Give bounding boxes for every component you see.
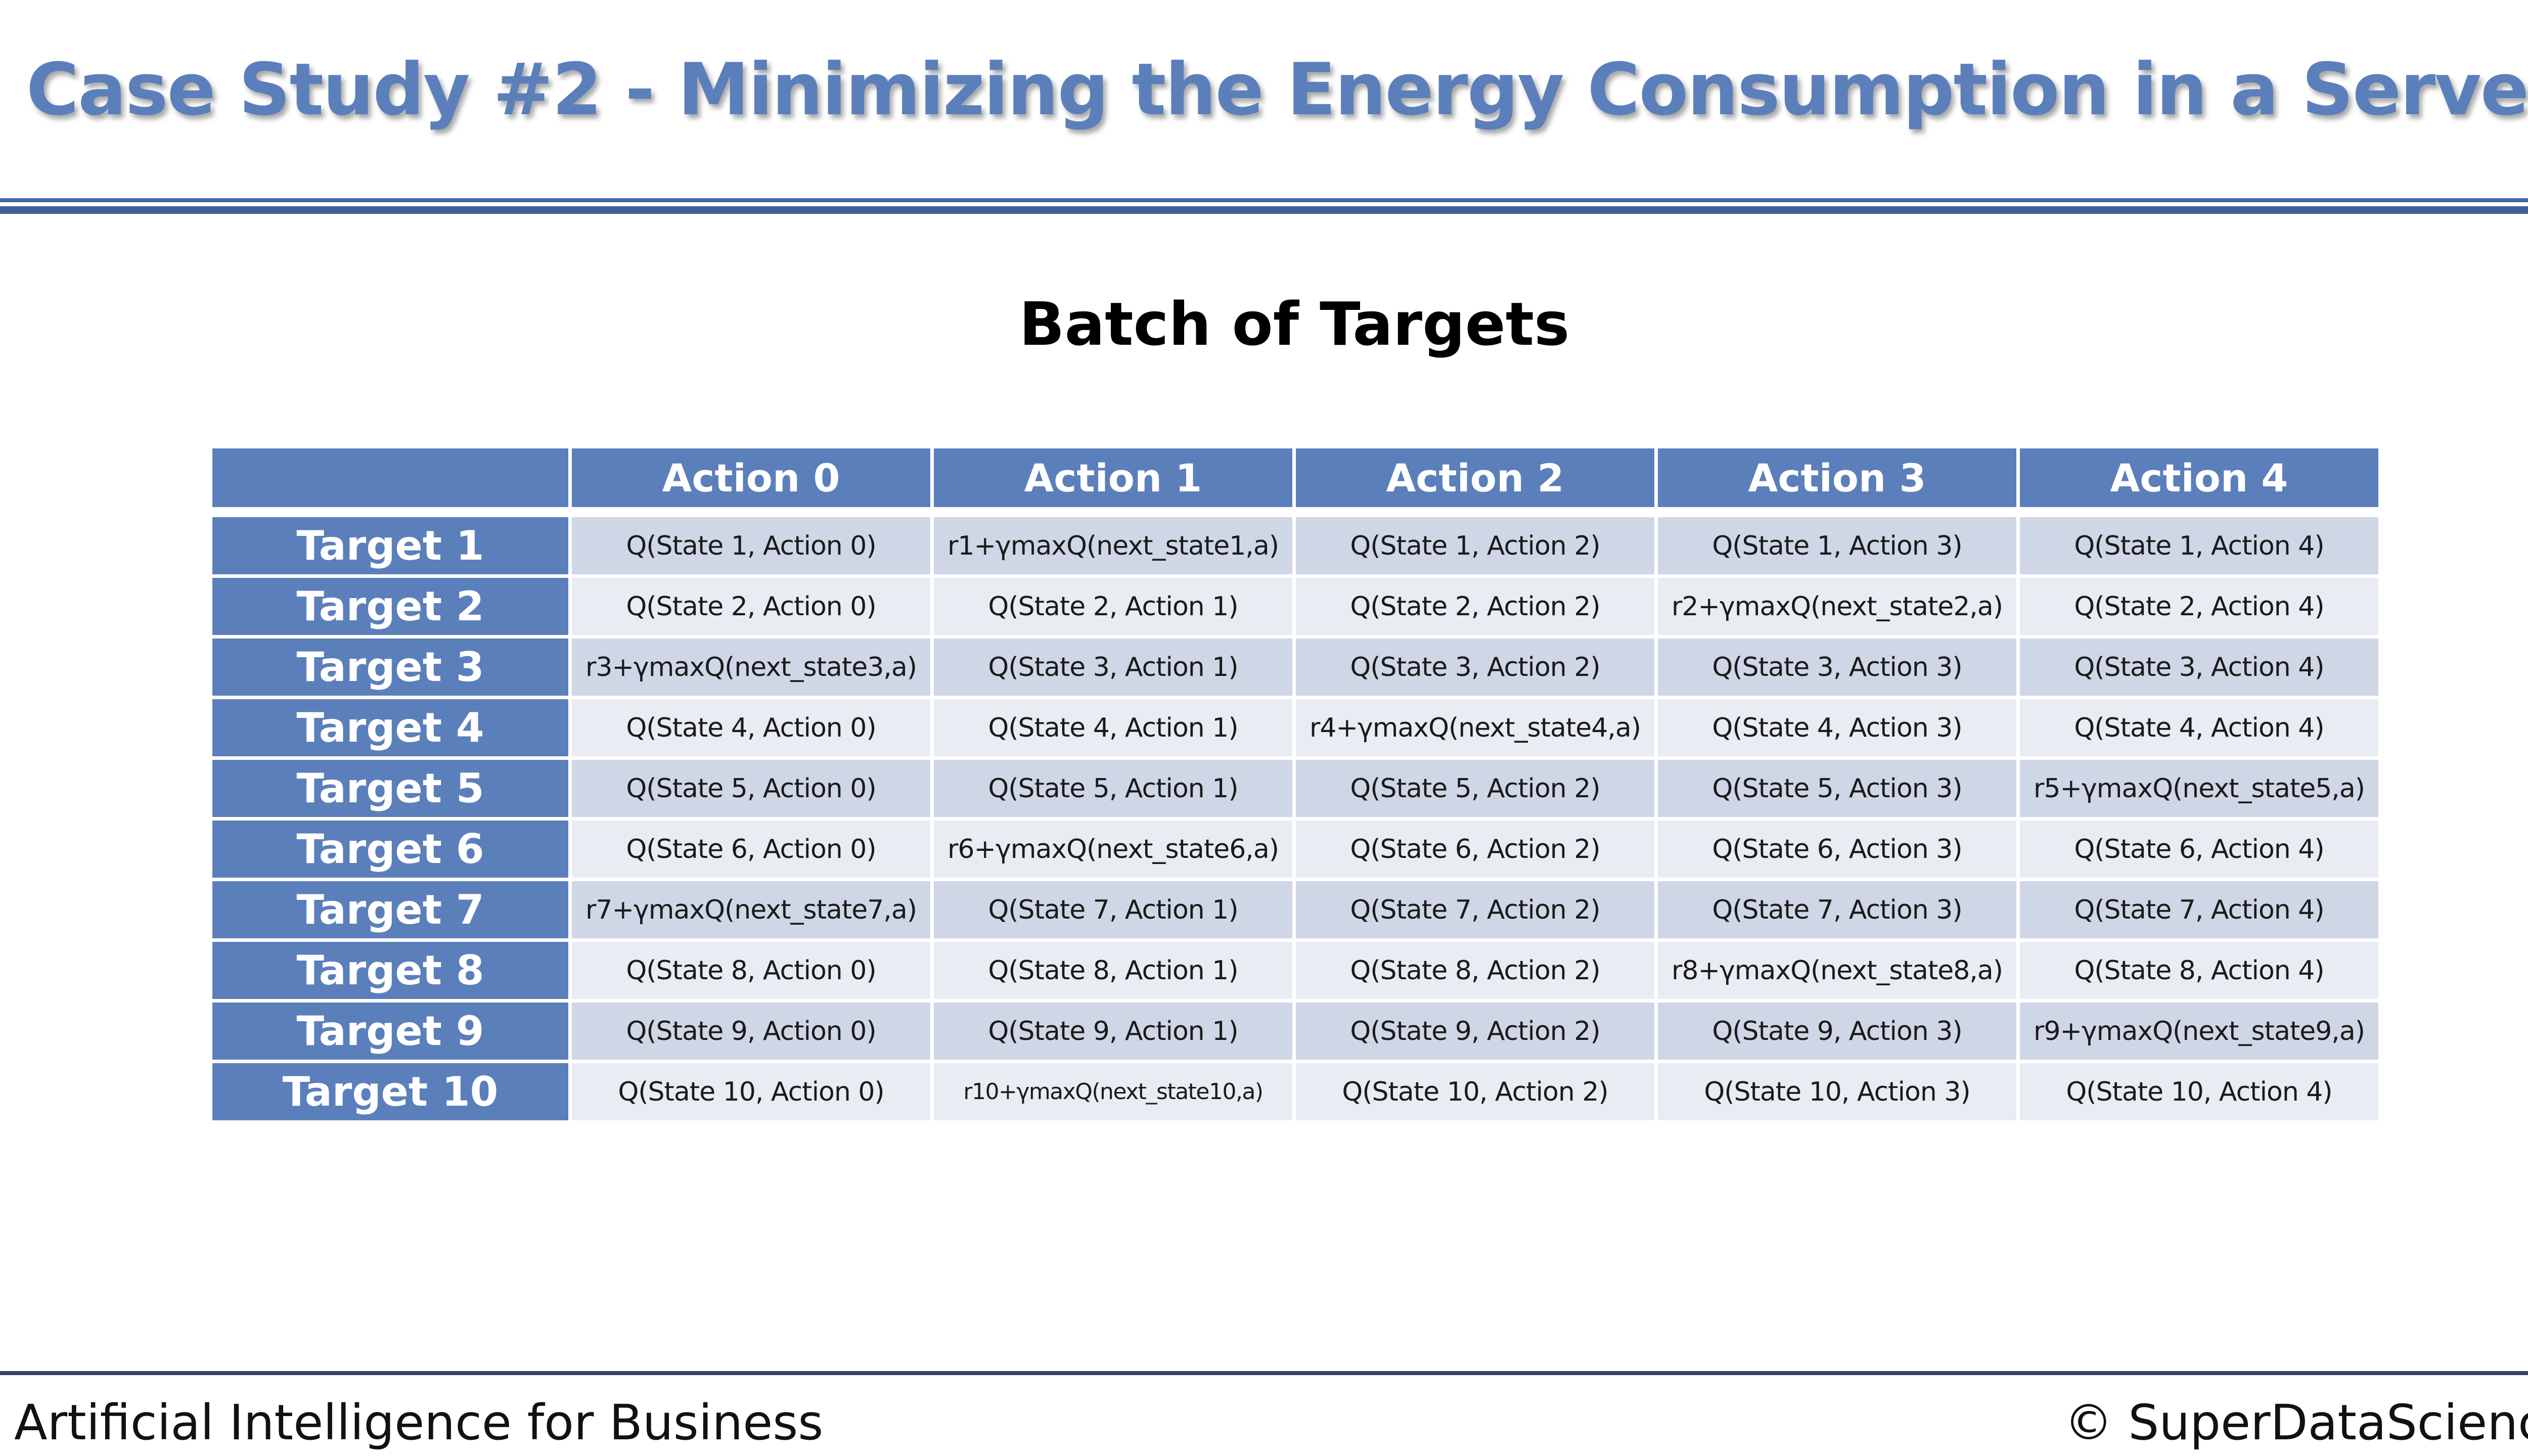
table-cell: Q(State 6, Action 4) [2020, 821, 2378, 878]
table-cell: Q(State 5, Action 1) [934, 760, 1292, 817]
table-cell: Q(State 8, Action 4) [2020, 942, 2378, 999]
column-header-action-2: Action 2 [1296, 448, 1654, 507]
table-cell: Q(State 6, Action 3) [1658, 821, 2016, 878]
table-cell: Q(State 3, Action 4) [2020, 639, 2378, 696]
table-cell: r3+γmaxQ(next_state3,a) [572, 639, 930, 696]
table-cell: Q(State 3, Action 2) [1296, 639, 1654, 696]
table-row: Target 9 Q(State 9, Action 0) Q(State 9, A… [212, 1003, 2378, 1060]
table-cell: r6+γmaxQ(next_state6,a) [934, 821, 1292, 878]
table-cell: Q(State 10, Action 3) [1658, 1063, 2016, 1120]
table-cell: r8+γmaxQ(next_state8,a) [1658, 942, 2016, 999]
table-cell: Q(State 7, Action 1) [934, 881, 1292, 938]
table-cell: Q(State 10, Action 0) [572, 1063, 930, 1120]
targets-table: Action 0 Action 1 Action 2 Action 3 Acti… [209, 445, 2382, 1124]
table-cell: Q(State 2, Action 4) [2020, 578, 2378, 635]
column-header-action-4: Action 4 [2020, 448, 2378, 507]
table-row: Target 5 Q(State 5, Action 0) Q(State 5, A… [212, 760, 2378, 817]
table-cell: Q(State 9, Action 2) [1296, 1003, 1654, 1060]
column-header-action-1: Action 1 [934, 448, 1292, 507]
table-cell: Q(State 4, Action 1) [934, 699, 1292, 756]
footer-copyright: © SuperDataScience [2064, 1394, 2528, 1451]
title-rule-thick [0, 206, 2528, 214]
table-cell: Q(State 1, Action 4) [2020, 517, 2378, 574]
footer-course-title: Artificial Intelligence for Business [14, 1394, 824, 1451]
table-row: Target 10 Q(State 10, Action 0) r10+γmaxQ(… [212, 1063, 2378, 1120]
table-cell: Q(State 1, Action 2) [1296, 517, 1654, 574]
table-cell: Q(State 7, Action 3) [1658, 881, 2016, 938]
table-cell: Q(State 10, Action 2) [1296, 1063, 1654, 1120]
table-cell: Q(State 9, Action 3) [1658, 1003, 2016, 1060]
table-cell: Q(State 10, Action 4) [2020, 1063, 2378, 1120]
table-cell: Q(State 3, Action 3) [1658, 639, 2016, 696]
row-label: Target 2 [212, 578, 568, 635]
table-cell: Q(State 2, Action 1) [934, 578, 1292, 635]
table-cell: Q(State 4, Action 4) [2020, 699, 2378, 756]
table-row: Target 8 Q(State 8, Action 0) Q(State 8, A… [212, 942, 2378, 999]
table-body: Target 1 Q(State 1, Action 0) r1+γmaxQ(nex… [212, 517, 2378, 1120]
table-row: Target 6 Q(State 6, Action 0) r6+γmaxQ(nex… [212, 821, 2378, 878]
table-cell: Q(State 8, Action 1) [934, 942, 1292, 999]
table-cell: Q(State 1, Action 0) [572, 517, 930, 574]
table-cell: r5+γmaxQ(next_state5,a) [2020, 760, 2378, 817]
table-row: Target 7 r7+γmaxQ(next_state7,a) Q(State 7… [212, 881, 2378, 938]
slide-subtitle: Batch of Targets [1019, 289, 1570, 359]
table-cell: r9+γmaxQ(next_state9,a) [2020, 1003, 2378, 1060]
table-cell: Q(State 4, Action 0) [572, 699, 930, 756]
table-cell: Q(State 5, Action 0) [572, 760, 930, 817]
table-cell: Q(State 7, Action 4) [2020, 881, 2378, 938]
table-cell: r7+γmaxQ(next_state7,a) [572, 881, 930, 938]
table-row: Target 3 r3+γmaxQ(next_state3,a) Q(State 3… [212, 639, 2378, 696]
table-cell: Q(State 3, Action 1) [934, 639, 1292, 696]
table-cell: Q(State 6, Action 0) [572, 821, 930, 878]
row-label: Target 3 [212, 639, 568, 696]
column-header-action-0: Action 0 [572, 448, 930, 507]
table-cell: Q(State 8, Action 2) [1296, 942, 1654, 999]
row-label: Target 8 [212, 942, 568, 999]
table-cell: r10+γmaxQ(next_state10,a) [934, 1063, 1292, 1120]
table-cell: Q(State 2, Action 0) [572, 578, 930, 635]
table-cell: r4+γmaxQ(next_state4,a) [1296, 699, 1654, 756]
table-cell: r2+γmaxQ(next_state2,a) [1658, 578, 2016, 635]
table-header-row: Action 0 Action 1 Action 2 Action 3 Acti… [212, 448, 2378, 507]
table-row: Target 1 Q(State 1, Action 0) r1+γmaxQ(nex… [212, 517, 2378, 574]
row-label: Target 10 [212, 1063, 568, 1120]
table-cell: Q(State 7, Action 2) [1296, 881, 1654, 938]
slide-title: Case Study #2 - Minimizing the Energy Co… [26, 48, 2528, 131]
table-cell: Q(State 5, Action 2) [1296, 760, 1654, 817]
footer-rule [0, 1371, 2528, 1375]
table-cell: Q(State 1, Action 3) [1658, 517, 2016, 574]
row-label: Target 6 [212, 821, 568, 878]
row-label: Target 1 [212, 517, 568, 574]
table-cell: Q(State 6, Action 2) [1296, 821, 1654, 878]
table-row: Target 2 Q(State 2, Action 0) Q(State 2, A… [212, 578, 2378, 635]
header-spacer [212, 511, 2378, 514]
row-label: Target 5 [212, 760, 568, 817]
table-cell: r1+γmaxQ(next_state1,a) [934, 517, 1292, 574]
table-cell: Q(State 4, Action 3) [1658, 699, 2016, 756]
row-label: Target 9 [212, 1003, 568, 1060]
table-row: Target 4 Q(State 4, Action 0) Q(State 4, A… [212, 699, 2378, 756]
title-rule-thin [0, 198, 2528, 202]
row-label: Target 7 [212, 881, 568, 938]
table-cell: Q(State 8, Action 0) [572, 942, 930, 999]
table-corner-cell [212, 448, 568, 507]
column-header-action-3: Action 3 [1658, 448, 2016, 507]
table-cell: Q(State 5, Action 3) [1658, 760, 2016, 817]
row-label: Target 4 [212, 699, 568, 756]
table-cell: Q(State 9, Action 1) [934, 1003, 1292, 1060]
table-cell: Q(State 2, Action 2) [1296, 578, 1654, 635]
table-cell: Q(State 9, Action 0) [572, 1003, 930, 1060]
